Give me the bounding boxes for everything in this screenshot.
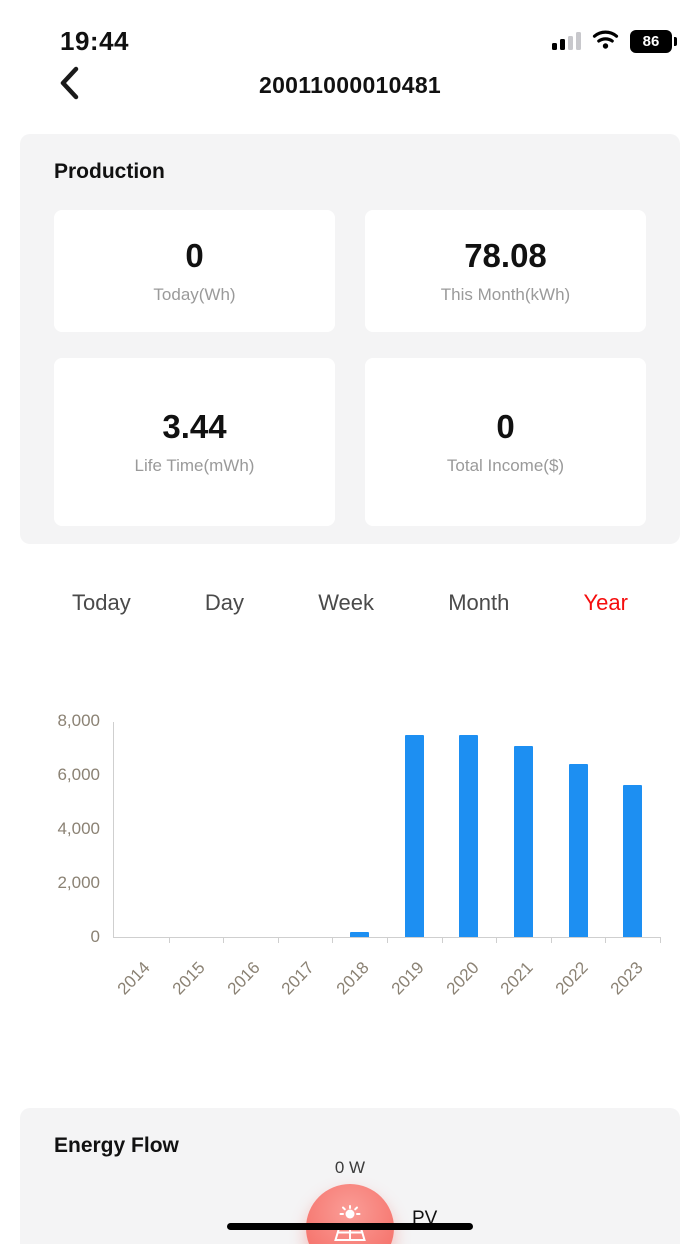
stat-card-this-month: 78.08 This Month(kWh)	[365, 210, 646, 332]
chart-axis-tick	[387, 937, 388, 943]
production-title: Production	[54, 160, 165, 183]
chart-x-tick-label: 2015	[168, 958, 209, 999]
chart-y-tick-label: 8,000	[57, 711, 100, 730]
chart-x-tick-label: 2020	[442, 958, 483, 999]
status-bar: 19:44 86	[0, 0, 700, 60]
chart-bar-2020	[459, 734, 479, 937]
chart-bar-2018	[350, 932, 370, 937]
chevron-left-icon	[58, 66, 80, 105]
chart-axis-tick	[605, 937, 607, 943]
page-title: 20011000010481	[258, 71, 441, 98]
cellular-signal-icon	[552, 32, 581, 50]
tab-week[interactable]: Week	[318, 590, 375, 615]
chart-bar-2021	[514, 746, 533, 937]
status-time: 19:44	[60, 25, 129, 56]
chart-axis-tick	[168, 937, 170, 943]
chart-axis-tick	[496, 937, 498, 943]
chart-bar-2023	[623, 785, 643, 937]
chart-y-tick-label: 0	[90, 927, 100, 946]
chart-x-tick-label: 2019	[387, 958, 428, 999]
chart-xaxis: 2014 2015 2016 2017 2018 2019 2020 2021 2022 2023	[113, 944, 660, 1014]
tab-day[interactable]: Day	[204, 590, 245, 615]
battery-icon: 86	[630, 29, 677, 53]
stat-value: 3.44	[162, 408, 227, 445]
chart-x-tick-label: 2017	[278, 958, 319, 999]
status-icons: 86	[552, 29, 677, 54]
chart-axis-tick	[277, 937, 279, 943]
stat-label: Today(Wh)	[153, 285, 236, 304]
stat-label: This Month(kWh)	[440, 285, 571, 304]
chart-axis-tick	[660, 937, 661, 943]
chart-bar-2022	[568, 763, 588, 937]
stat-value: 78.08	[464, 237, 547, 274]
stat-card-today: 0 Today(Wh)	[54, 210, 335, 332]
chart-x-tick-label: 2016	[223, 958, 264, 999]
nav-bar: 20011000010481	[0, 60, 700, 110]
tab-today[interactable]: Today	[72, 590, 131, 615]
stat-label: Total Income($)	[446, 456, 565, 475]
chart-axis-tick	[332, 937, 334, 943]
tab-year[interactable]: Year	[583, 590, 628, 615]
chart-axis-tick	[550, 937, 552, 943]
production-card: Production 0 Today(Wh) 78.08 This Month(…	[20, 134, 680, 544]
chart-bar-2019	[404, 735, 424, 937]
home-indicator[interactable]	[227, 1223, 473, 1230]
stat-label: Life Time(mWh)	[134, 456, 255, 475]
stat-value: 0	[496, 408, 515, 445]
chart-x-tick-label: 2021	[496, 958, 537, 999]
energy-flow-title: Energy Flow	[54, 1134, 179, 1157]
chart-y-tick-label: 2,000	[57, 873, 100, 892]
chart-axis-tick	[441, 937, 443, 943]
stat-card-total-income: 0 Total Income($)	[365, 358, 646, 526]
chart-y-tick-label: 6,000	[57, 765, 100, 784]
chart-y-tick-label: 4,000	[57, 819, 100, 838]
chart-x-tick-label: 2014	[114, 958, 155, 999]
pv-power-value: 0 W	[334, 1158, 366, 1177]
chart-axis-tick	[223, 937, 225, 943]
chart-x-tick-label: 2023	[606, 958, 647, 999]
period-tabs: Today Day Week Month Year	[0, 590, 700, 616]
chart-x-tick-label: 2022	[551, 958, 592, 999]
wifi-icon	[592, 29, 619, 54]
energy-flow-card: Energy Flow 0 W	[20, 1108, 680, 1244]
chart-yaxis: 0 2,000 4,000 6,000 8,000	[0, 711, 104, 946]
battery-percent: 86	[642, 32, 660, 50]
chart-plot	[113, 722, 661, 943]
chart-x-tick-label: 2018	[332, 958, 373, 999]
stat-value: 0	[185, 237, 204, 274]
production-chart: 0 2,000 4,000 6,000 8,000 2014 2015 2016 2017 20…	[0, 704, 700, 1034]
tab-month[interactable]: Month	[448, 590, 510, 615]
pv-node	[306, 1184, 394, 1244]
production-stats: 0 Today(Wh) 78.08 This Month(kWh) 3.44 L…	[54, 210, 646, 526]
stat-card-lifetime: 3.44 Life Time(mWh)	[54, 358, 335, 526]
back-button[interactable]	[48, 64, 90, 106]
